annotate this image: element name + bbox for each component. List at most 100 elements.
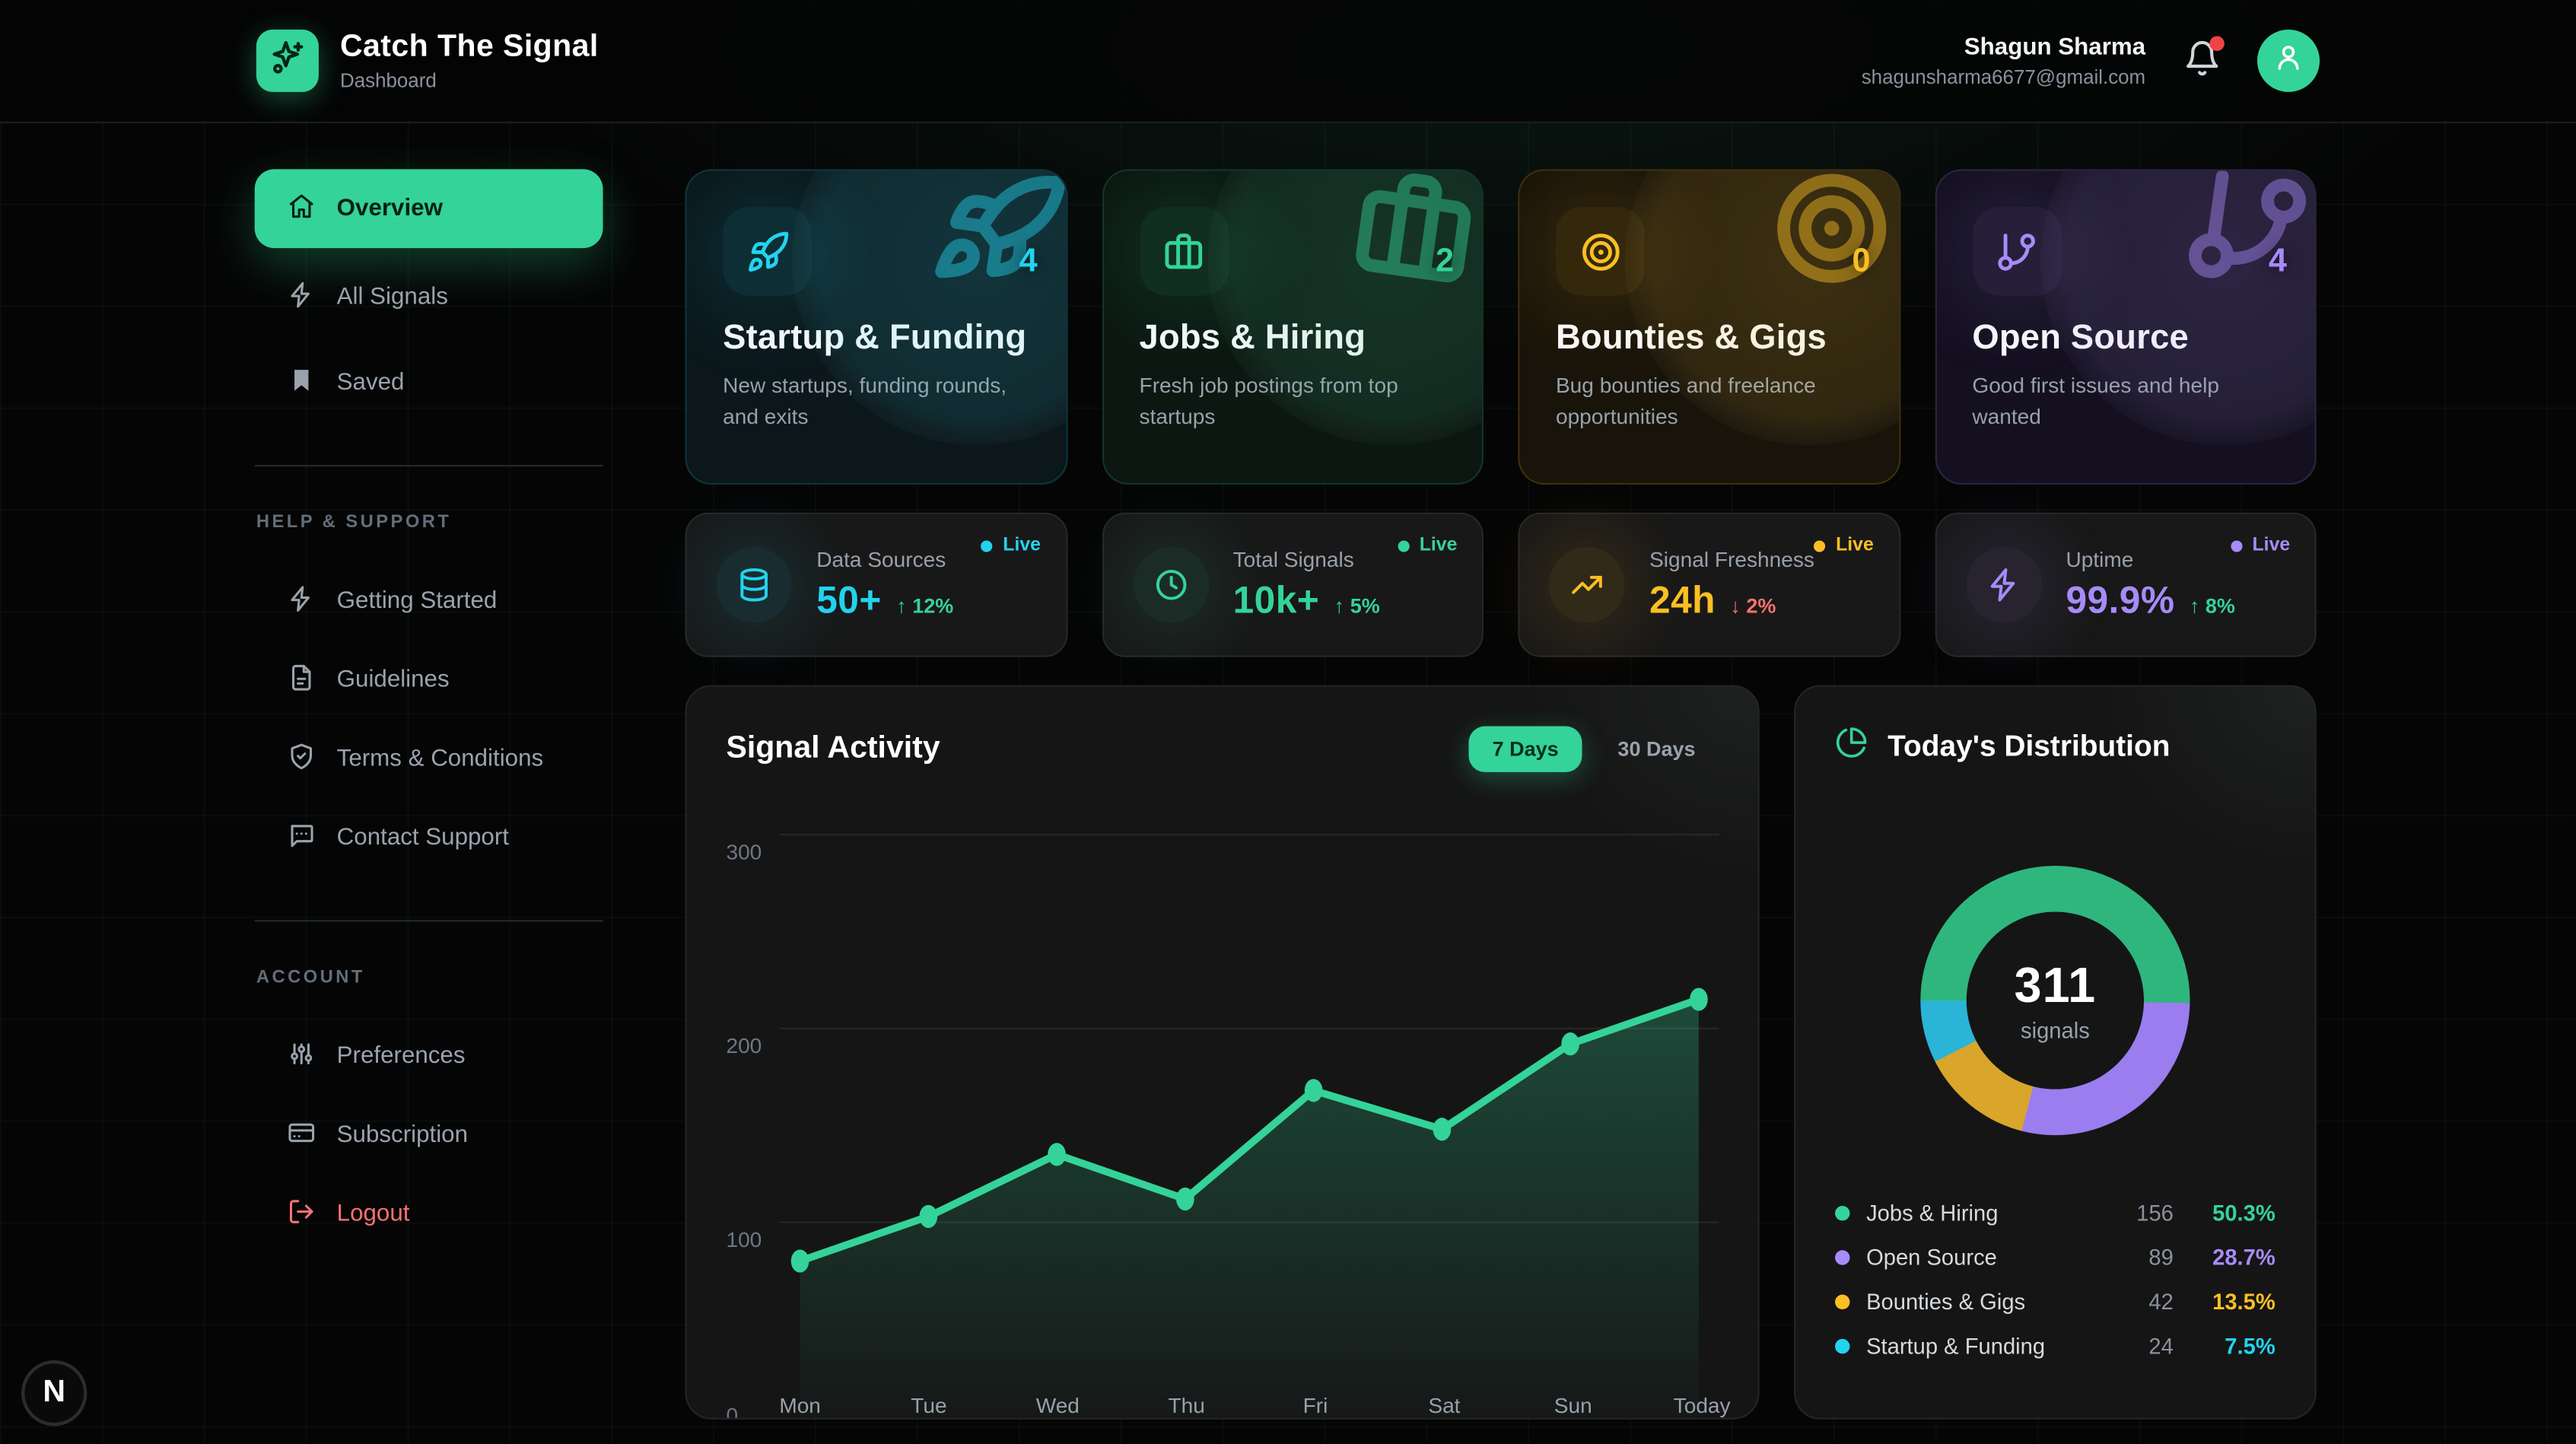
user-email: shagunsharma6677@gmail.com [1861,65,2146,88]
sidebar-item-label: Subscription [336,1121,468,1149]
donut-chart: 311 signals [1920,866,2190,1136]
live-badge: Live [981,536,1041,555]
signal-activity-panel: Signal Activity 7 Days 30 Days 300 200 100 0… [685,685,1760,1420]
x-tick-label: Sat [1428,1393,1461,1418]
category-card[interactable]: 4 Startup & Funding New startups, fundin… [685,169,1067,485]
sidebar-divider [254,920,603,922]
sidebar-item-all-signals[interactable]: All Signals [255,261,603,333]
sidebar-item-terms-conditions[interactable]: Terms & Conditions [255,723,603,795]
bell-icon [2183,40,2221,82]
category-description: Fresh job postings from top startups [1139,373,1398,429]
category-card[interactable]: 0 Bounties & Gigs Bug bounties and freel… [1518,169,1900,485]
category-title: Jobs & Hiring [1139,318,1366,357]
sidebar-item-guidelines[interactable]: Guidelines [255,644,603,716]
range-button-30-days[interactable]: 30 Days [1595,726,1719,771]
rocket-icon [723,207,812,296]
avatar[interactable] [2257,29,2320,92]
stat-label: Uptime [2066,547,2134,572]
sidebar-item-overview[interactable]: Overview [254,169,603,249]
user-meta: Shagun Sharma shagunsharma6677@gmail.com [1862,33,2145,87]
live-dot [981,539,994,552]
x-tick-label: Fri [1302,1393,1328,1418]
legend-count: 24 [2148,1333,2174,1358]
category-card[interactable]: 4 Open Source Good first issues and help… [1934,169,2317,485]
sidebar-item-preferences[interactable]: Preferences [255,1020,603,1093]
home-icon [288,192,316,226]
sidebar-item-label: Contact Support [336,825,509,851]
distribution-title: Today's Distribution [1887,729,2171,762]
top-header: Catch The Signal Dashboard Shagun Sharma… [0,0,2576,123]
legend-label: Startup & Funding [1866,1333,2046,1358]
legend-row: Jobs & Hiring 156 50.3% [1835,1196,2275,1229]
nextjs-dev-badge[interactable]: N [21,1360,87,1427]
file-icon [288,663,316,697]
sidebar-item-label: All Signals [336,284,448,311]
legend-row: Bounties & Gigs 42 13.5% [1835,1285,2275,1318]
notifications-button[interactable] [2180,36,2225,82]
legend-dot [1835,1204,1850,1220]
x-tick-label: Sun [1554,1393,1592,1418]
bookmark-icon [288,365,316,399]
stat-value: 99.9% [2066,578,2175,622]
sidebar-item-logout[interactable]: Logout [255,1178,603,1250]
donut-legend: Jobs & Hiring 156 50.3% Open Source 89 2… [1835,1196,2275,1385]
target-icon [1759,171,1899,301]
chat-icon [288,821,316,855]
notification-dot [2209,36,2225,51]
category-title: Open Source [1972,318,2188,357]
area-chart: 300 200 100 0 Mon Tue Wed Thu Fri Sat Sun Today [726,835,1731,1418]
zap-icon [288,280,316,314]
sidebar-item-label: Preferences [336,1043,466,1070]
brand[interactable]: Catch The Signal Dashboard [256,29,599,92]
legend-row: Open Source 89 28.7% [1835,1240,2275,1273]
logout-icon [288,1197,316,1231]
category-title: Startup & Funding [723,318,1026,357]
zap-icon [1965,547,2042,623]
chart-canvas [781,835,1719,1417]
app-subtitle: Dashboard [339,68,437,92]
donut-center: 311 signals [1966,911,2145,1089]
shield-icon [288,742,316,776]
range-button-7-days[interactable]: 7 Days [1469,726,1582,772]
database-icon [716,547,792,623]
header-right: Shagun Sharma shagunsharma6677@gmail.com [1862,29,2320,92]
stat-card: Signal Freshness 24h ↓ 2% Live [1518,512,1900,657]
x-tick-label: Tue [911,1393,947,1418]
stat-value: 24h [1649,578,1716,622]
chart-title: Signal Activity [726,730,940,766]
sidebar-item-contact-support[interactable]: Contact Support [255,802,603,874]
category-count-badge: 4 [1019,243,1038,280]
briefcase-icon [1139,207,1229,296]
category-count-badge: 2 [1436,243,1455,280]
legend-row: Startup & Funding 24 7.5% [1835,1329,2275,1362]
stat-value: 50+ [816,578,882,622]
sidebar-item-saved[interactable]: Saved [255,347,603,419]
live-badge: Live [2231,536,2290,555]
legend-label: Bounties & Gigs [1866,1289,2026,1314]
clock-icon [1132,547,1209,623]
legend-dot [1835,1249,1850,1264]
total-signals-value: 311 [2014,959,2097,1013]
sidebar-item-subscription[interactable]: Subscription [255,1099,603,1172]
sparkle-icon [268,37,307,85]
x-tick-label: Thu [1168,1393,1205,1418]
zap-icon [288,584,316,619]
stat-cards: Data Sources 50+ ↑ 12% Live Total Signal… [685,512,2317,657]
sidebar-sections: HELP & SUPPORT Getting Started Guideline… [254,465,603,1250]
sidebar-item-getting-started[interactable]: Getting Started [255,565,603,638]
category-card[interactable]: 2 Jobs & Hiring Fresh job postings from … [1101,169,1484,485]
category-description: Good first issues and help wanted [1972,373,2219,429]
live-badge: Live [1814,536,1874,555]
sidebar-section-heading: HELP & SUPPORT [256,512,452,533]
stat-label: Data Sources [816,547,946,572]
y-tick-label: 0 [726,1403,739,1420]
stat-delta: ↑ 5% [1334,594,1380,618]
stat-label: Total Signals [1232,547,1354,572]
pie-chart-icon [1835,726,1868,767]
category-description: Bug bounties and freelance opportunities [1555,373,1816,429]
legend-count: 156 [2136,1200,2174,1225]
sidebar-nav: Overview All Signals Saved [254,169,603,419]
stat-delta: ↓ 2% [1730,594,1776,618]
legend-percent: 7.5% [2225,1333,2275,1358]
